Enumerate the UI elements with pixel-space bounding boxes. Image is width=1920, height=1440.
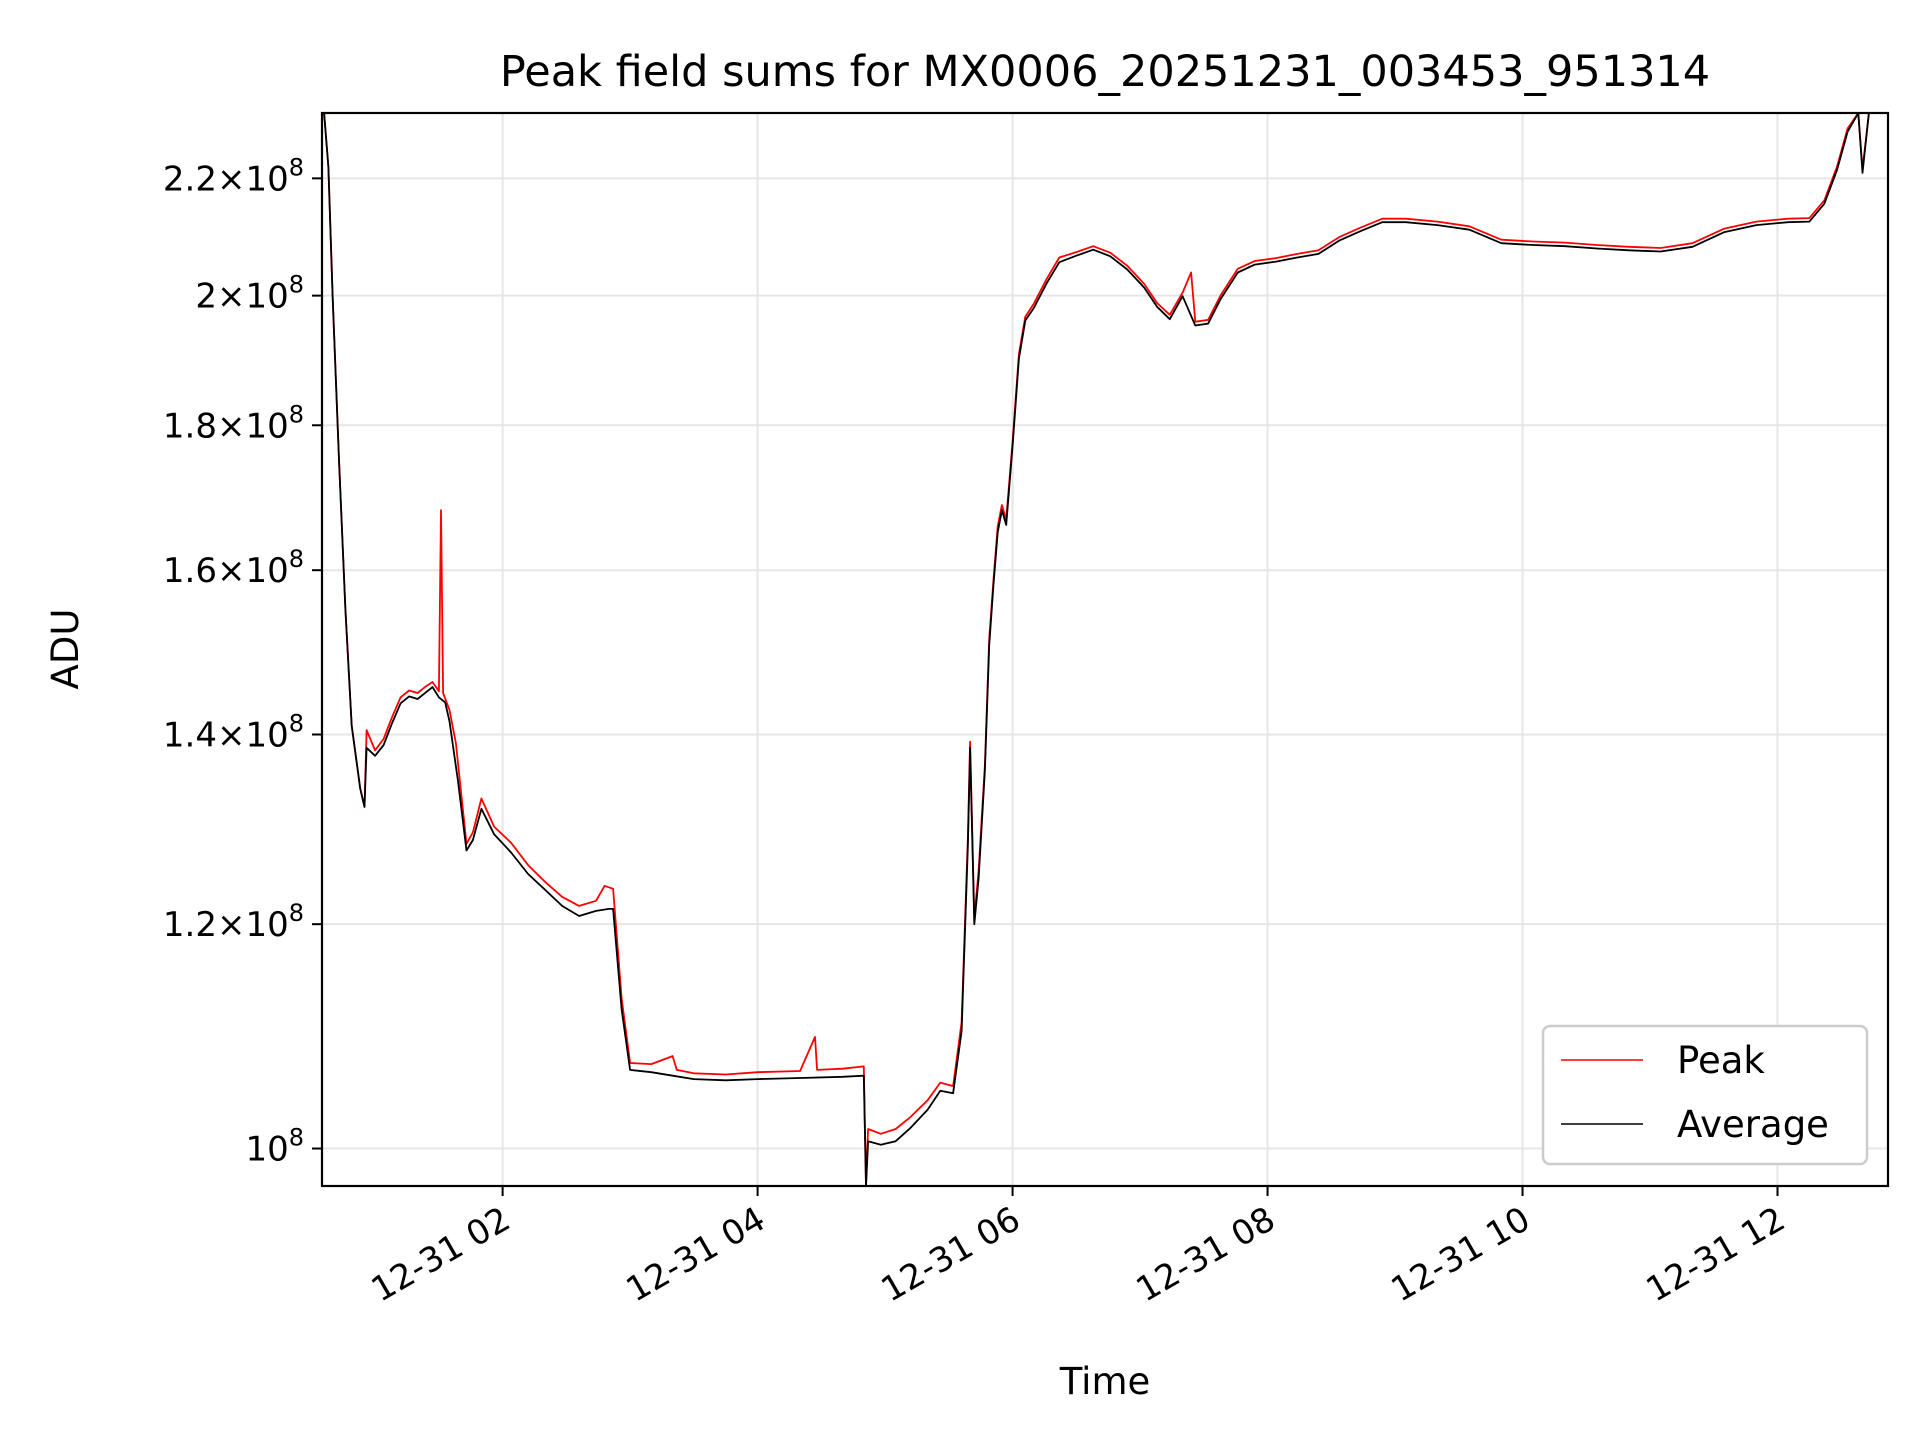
plot-frame xyxy=(320,111,1890,1188)
legend-label-peak: Peak xyxy=(1677,1039,1765,1082)
grid-lines xyxy=(322,113,1888,1186)
y-tick-label: 2.2×108 xyxy=(163,153,304,199)
series-line-average xyxy=(323,113,1888,1186)
y-tick-label: 1.8×108 xyxy=(163,400,304,446)
legend-label-average: Average xyxy=(1677,1103,1829,1146)
y-tick-label: 1.4×108 xyxy=(163,710,304,756)
chart-title: Peak field sums for MX0006_20251231_0034… xyxy=(500,47,1710,97)
y-axis-label: ADU xyxy=(44,609,87,690)
x-axis-label: Time xyxy=(1059,1360,1151,1403)
series-layer xyxy=(323,113,1888,1186)
legend: Peak Average xyxy=(1541,1024,1869,1166)
y-axis-ticks: 108 1.2×108 1.4×108 1.6×108 1.8×108 2×108 2.2×… xyxy=(163,153,322,1170)
y-tick-label: 108 xyxy=(245,1124,304,1170)
y-tick-label: 2×108 xyxy=(195,271,304,317)
y-tick-label: 1.2×108 xyxy=(163,899,304,945)
y-tick-label: 1.6×108 xyxy=(163,545,304,591)
